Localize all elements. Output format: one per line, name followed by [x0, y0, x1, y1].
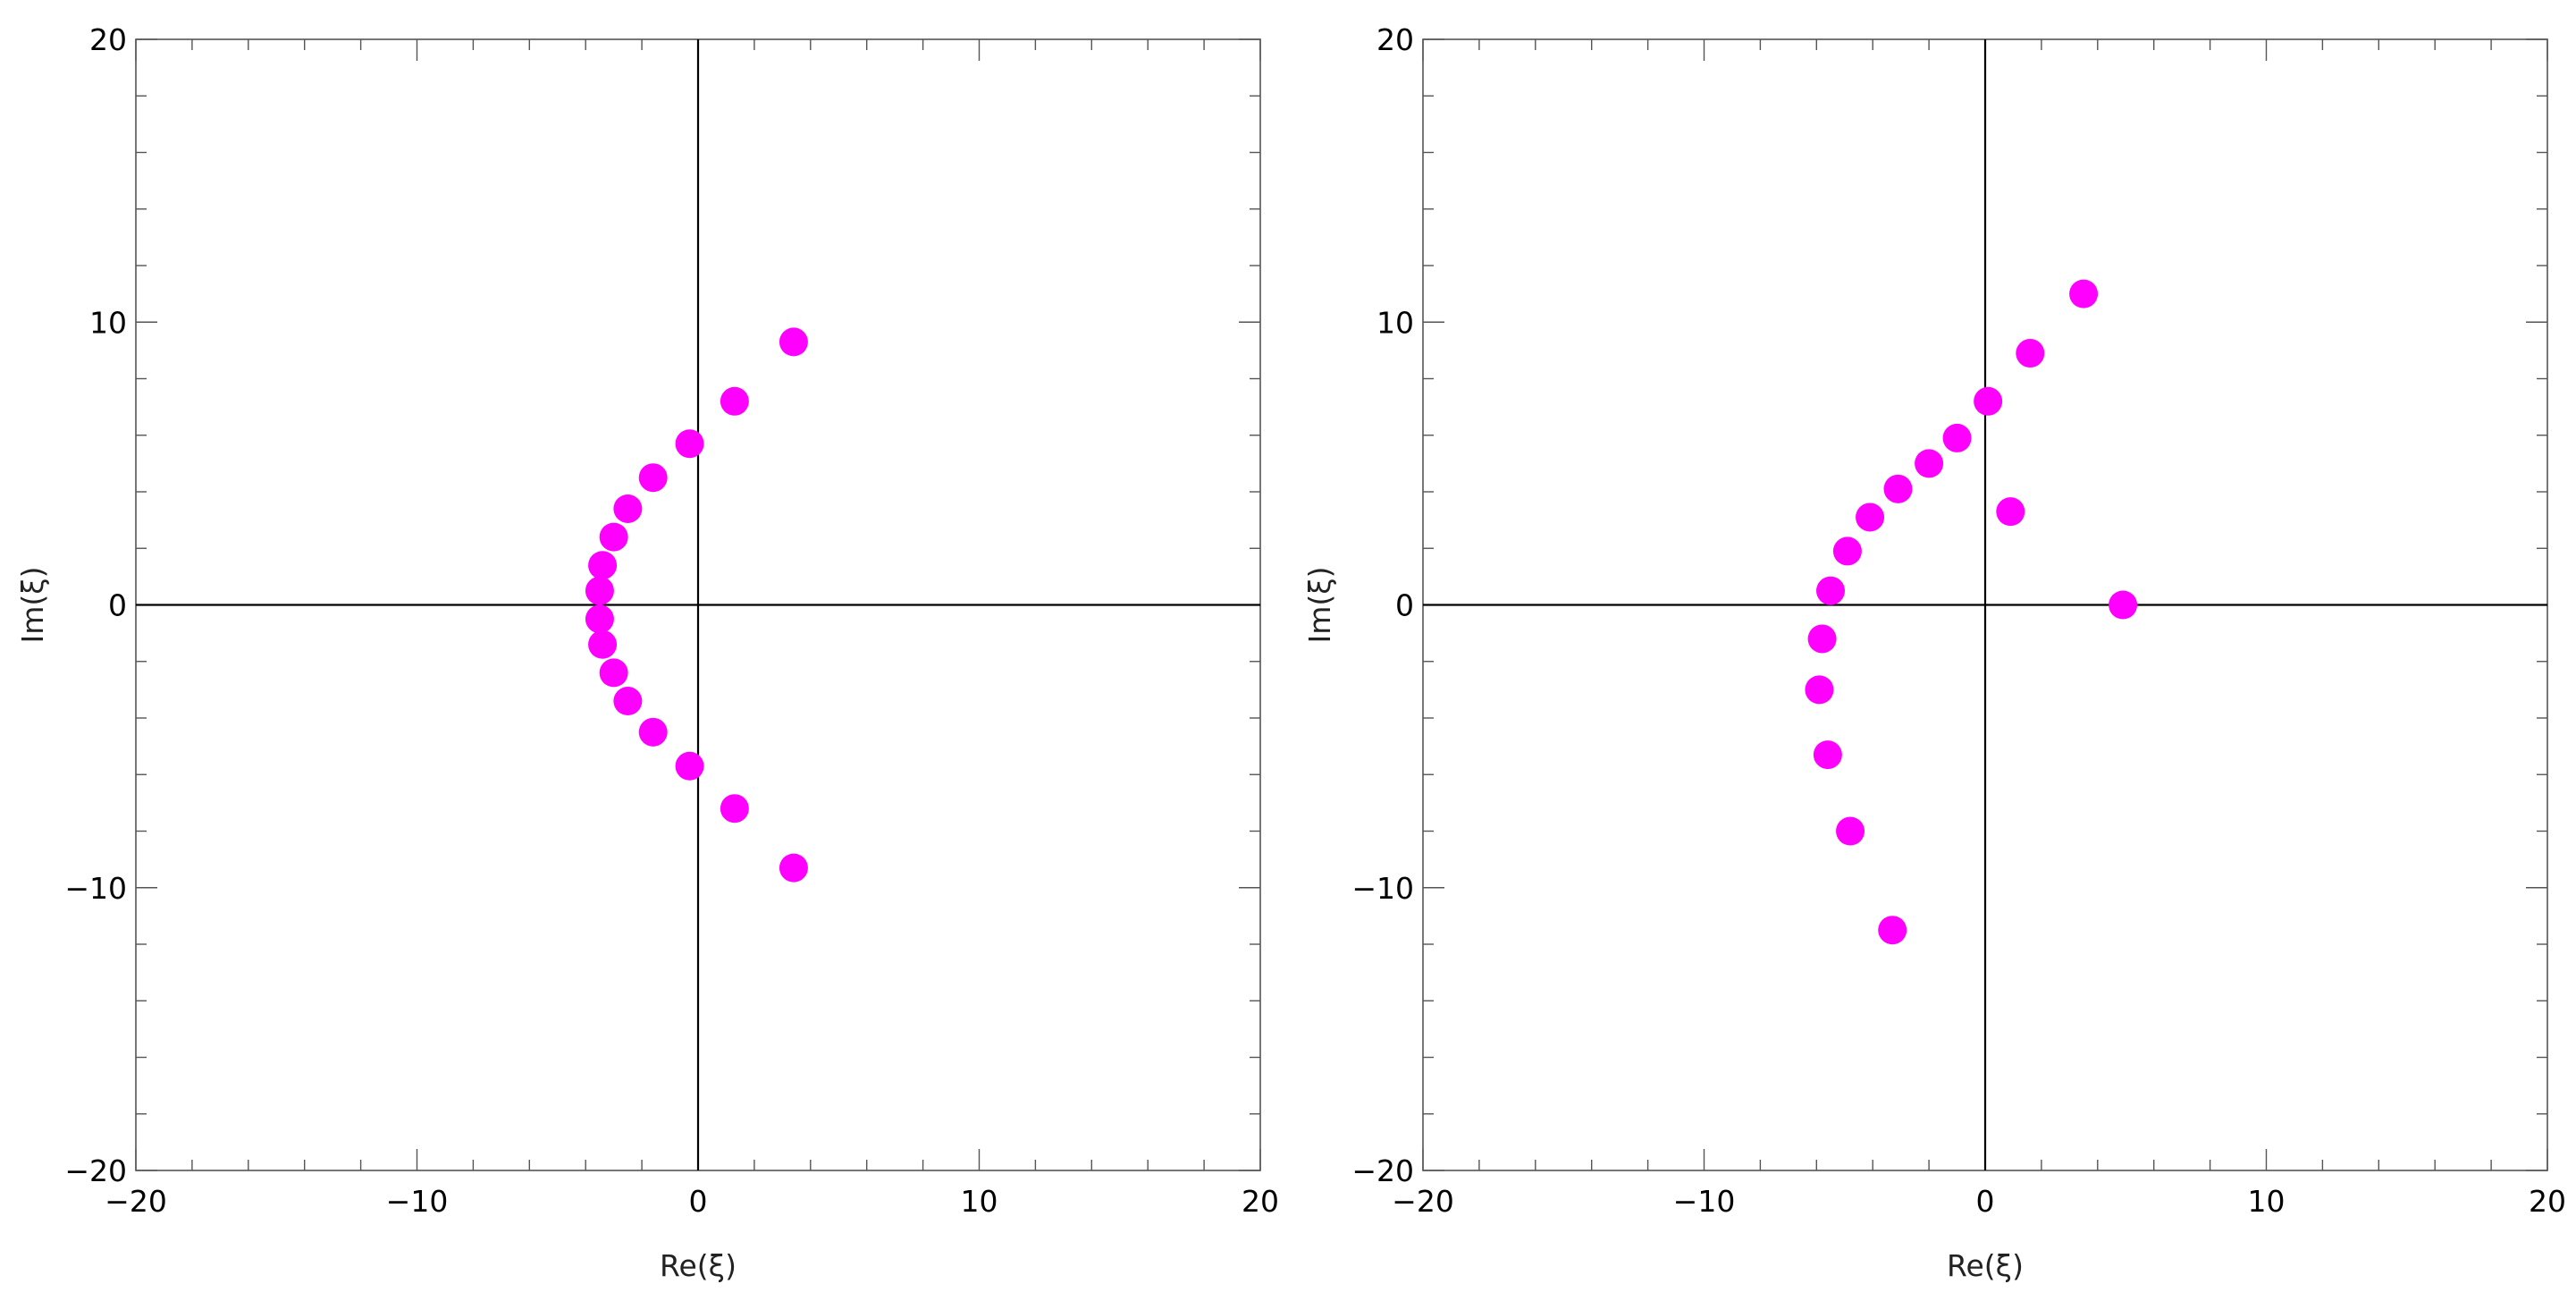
data-point [1836, 816, 1865, 846]
data-point [599, 522, 628, 552]
data-point [2069, 279, 2099, 308]
y-tick-label: 20 [89, 22, 127, 57]
data-point [779, 327, 808, 357]
data-point [1856, 503, 1885, 532]
data-point [1832, 536, 1862, 566]
data-point [1942, 423, 1972, 452]
y-tick-label: 20 [1376, 22, 1414, 57]
data-point [1996, 497, 2025, 527]
x-tick-label: 20 [2529, 1184, 2566, 1219]
y-tick-label: −10 [1351, 871, 1414, 906]
data-point [1915, 449, 1944, 478]
data-point [599, 658, 628, 688]
x-tick-label: 10 [961, 1184, 998, 1219]
data-point [588, 629, 618, 659]
data-point [1807, 624, 1837, 654]
data-point [1816, 576, 1846, 605]
x-tick-label: 0 [1976, 1184, 1995, 1219]
data-point [720, 386, 749, 416]
data-point [2109, 590, 2138, 620]
data-point [585, 576, 614, 605]
y-tick-label: −20 [1351, 1153, 1414, 1188]
y-tick-label: 0 [1395, 588, 1414, 623]
data-point [1878, 916, 1907, 945]
x-tick-label: −20 [1392, 1184, 1454, 1219]
data-point [638, 717, 668, 747]
x-tick-label: −10 [1673, 1184, 1736, 1219]
data-point [1813, 740, 1842, 770]
data-point [613, 494, 643, 523]
data-point [585, 604, 614, 634]
data-point [613, 687, 643, 716]
y-axis-label: Im(ξ) [15, 566, 50, 643]
x-tick-label: 20 [1242, 1184, 1279, 1219]
left-scatter-plot: −20 −10 0 10 20 −20 −10 0 10 20 Re(ξ) Im(ξ) [15, 22, 1279, 1283]
data-point [675, 429, 704, 459]
data-point [1883, 474, 1913, 503]
y-tick-label: −20 [64, 1153, 127, 1188]
data-point [779, 853, 808, 883]
x-tick-label: −10 [386, 1184, 449, 1219]
data-point [720, 794, 749, 824]
data-point [1805, 675, 1834, 705]
x-tick-label: −20 [105, 1184, 167, 1219]
y-tick-label: 10 [1376, 305, 1414, 340]
data-point [675, 751, 704, 781]
y-tick-label: 10 [89, 305, 127, 340]
data-point [2016, 339, 2045, 368]
x-tick-label: 10 [2248, 1184, 2286, 1219]
x-tick-label: 0 [689, 1184, 708, 1219]
y-axis-label: Im(ξ) [1302, 566, 1337, 643]
y-tick-label: −10 [64, 871, 127, 906]
data-point [638, 463, 668, 493]
x-axis-label: Re(ξ) [660, 1248, 737, 1283]
data-point [588, 551, 618, 580]
data-point [1974, 386, 2003, 416]
y-tick-label: 0 [108, 588, 127, 623]
x-axis-label: Re(ξ) [1947, 1248, 2024, 1283]
right-scatter-plot: −20 −10 0 10 20 −20 −10 0 10 20 Re(ξ) Im(ξ) [1302, 22, 2566, 1283]
